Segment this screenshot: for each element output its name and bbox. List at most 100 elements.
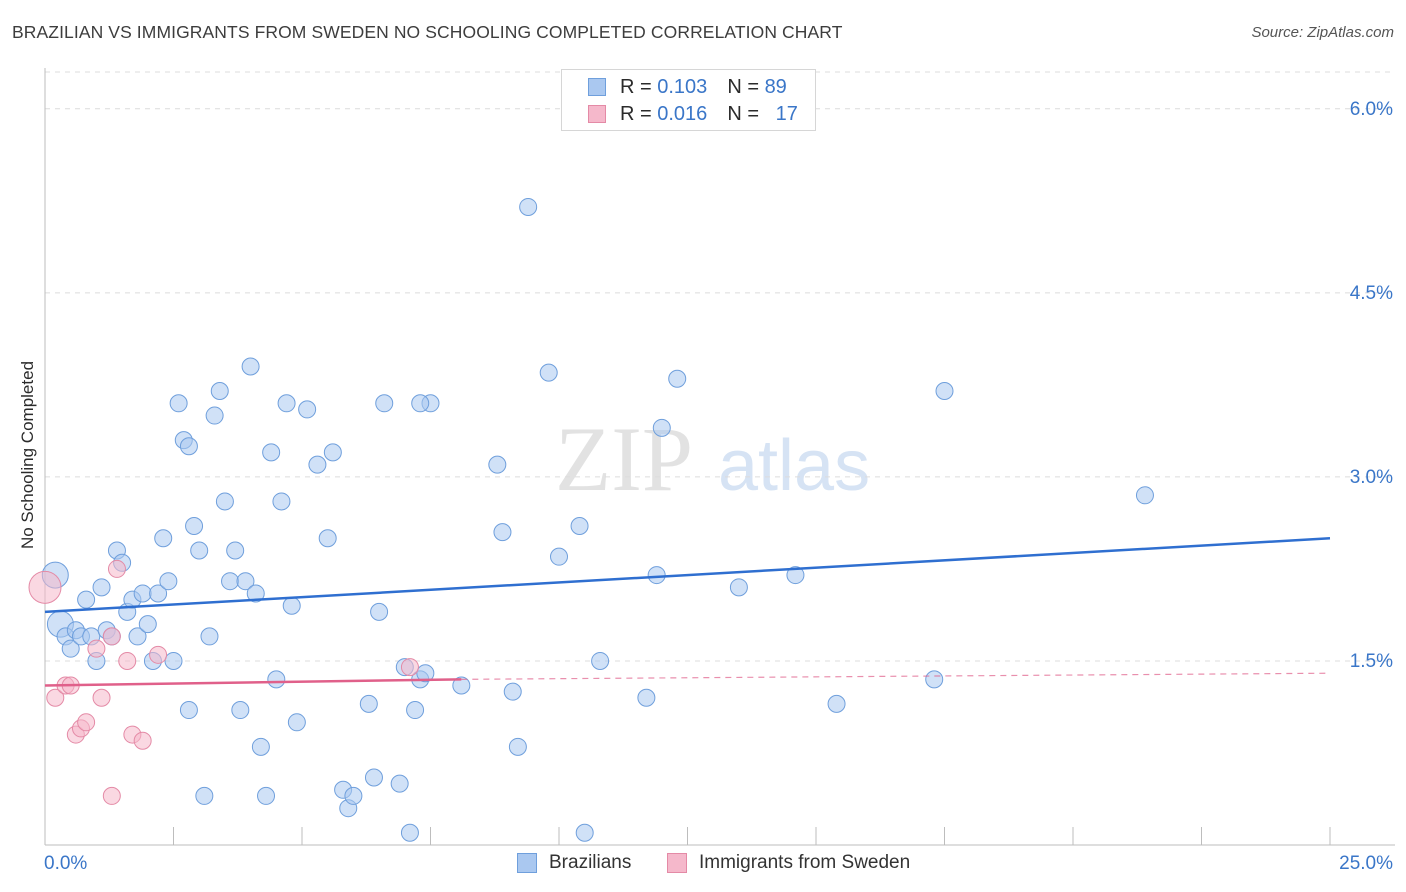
point-brazilians (323, 443, 342, 462)
point-sweden (118, 651, 137, 670)
legend-row-sweden: R = 0.016 N = 17 (588, 102, 798, 126)
point-brazilians (652, 418, 671, 437)
point-sweden (133, 731, 152, 750)
point-brazilians (935, 382, 954, 401)
y-tick-label: 6.0% (1350, 99, 1393, 120)
series-legend: Brazilians Immigrants from Sweden (0, 852, 1406, 878)
watermark-zip: ZIP (555, 408, 693, 510)
point-brazilians (236, 572, 255, 591)
point-brazilians (308, 455, 327, 474)
point-brazilians (77, 590, 96, 609)
point-brazilians (210, 382, 229, 401)
point-brazilians (827, 694, 846, 713)
point-sweden (102, 786, 121, 805)
point-brazilians (406, 701, 425, 720)
point-brazilians (287, 713, 306, 732)
legend-label-brazilians: Brazilians (549, 852, 632, 873)
point-brazilians (154, 529, 173, 548)
point-brazilians (262, 443, 281, 462)
point-brazilians (267, 670, 286, 689)
point-brazilians (519, 197, 538, 216)
point-brazilians (185, 516, 204, 535)
x-tick-labels: 0.0% 25.0% (44, 853, 1393, 874)
point-brazilians (164, 651, 183, 670)
point-brazilians (570, 516, 589, 535)
chart-title: BRAZILIAN VS IMMIGRANTS FROM SWEDEN NO S… (12, 22, 843, 42)
point-brazilians (133, 584, 152, 603)
point-brazilians (344, 786, 363, 805)
correlation-legend: R = 0.103 N = 89 R = 0.016 N = 17 (561, 69, 816, 131)
point-brazilians (190, 541, 209, 560)
point-brazilians (575, 823, 594, 842)
point-sweden (28, 570, 62, 604)
point-brazilians (257, 786, 276, 805)
point-sweden (400, 658, 419, 677)
point-brazilians (508, 737, 527, 756)
trend-line-sweden-extension (461, 672, 1331, 680)
point-brazilians (231, 701, 250, 720)
y-tick-labels: 1.5% 3.0% 4.5% 6.0% (1350, 99, 1393, 672)
point-sweden (107, 559, 126, 578)
point-sweden (149, 645, 168, 664)
point-brazilians (159, 572, 178, 591)
point-brazilians (241, 357, 260, 376)
point-brazilians (488, 455, 507, 474)
point-brazilians (925, 670, 944, 689)
legend-swatch-brazilians (588, 78, 606, 96)
point-sweden (87, 639, 106, 658)
legend-r-label: R = (620, 102, 652, 125)
y-tick-label: 1.5% (1350, 651, 1393, 672)
legend-item-sweden[interactable]: Immigrants from Sweden (667, 852, 910, 874)
point-brazilians (503, 682, 522, 701)
trend-lines (44, 537, 1331, 687)
y-axis-label: No Schooling Completed (18, 360, 37, 550)
point-brazilians (416, 664, 435, 683)
legend-n-value: 17 (775, 102, 798, 125)
legend-n-label: N = (727, 75, 759, 98)
point-brazilians (282, 596, 301, 615)
point-brazilians (452, 676, 471, 695)
x-tick-label-max: 25.0% (1339, 853, 1393, 874)
source-label: Source: ZipAtlas.com (1251, 24, 1394, 41)
axes (44, 68, 1395, 846)
point-brazilians (411, 394, 430, 413)
point-sweden (46, 688, 65, 707)
point-brazilians (169, 394, 188, 413)
point-brazilians (390, 774, 409, 793)
point-brazilians (591, 651, 610, 670)
y-tick-label: 3.0% (1350, 467, 1393, 488)
point-brazilians (138, 615, 157, 634)
point-brazilians (205, 406, 224, 425)
point-brazilians (215, 492, 234, 511)
legend-item-brazilians[interactable]: Brazilians (517, 852, 631, 874)
y-tick-label: 4.5% (1350, 283, 1393, 304)
point-brazilians (92, 578, 111, 597)
point-brazilians (668, 369, 687, 388)
point-brazilians (200, 627, 219, 646)
legend-r-value: 0.016 (657, 102, 708, 125)
point-brazilians (375, 394, 394, 413)
point-brazilians (729, 578, 748, 597)
point-sweden (92, 688, 111, 707)
point-brazilians (493, 523, 512, 542)
point-brazilians (364, 768, 383, 787)
legend-swatch-brazilians (517, 853, 537, 873)
point-brazilians (359, 694, 378, 713)
x-tick-label-min: 0.0% (44, 853, 87, 874)
point-brazilians (1135, 486, 1154, 505)
watermark-atlas: atlas (718, 426, 870, 506)
point-brazilians (195, 786, 214, 805)
legend-swatch-sweden (667, 853, 687, 873)
point-brazilians (179, 437, 198, 456)
legend-n-label: N = (727, 102, 759, 125)
point-brazilians (637, 688, 656, 707)
trend-line-brazilians (44, 537, 1331, 614)
legend-swatch-sweden (588, 105, 606, 123)
trend-line-sweden (44, 678, 462, 687)
legend-row-brazilians: R = 0.103 N = 89 (588, 75, 787, 99)
point-brazilians (226, 541, 245, 560)
legend-n-value: 89 (764, 75, 787, 98)
point-brazilians (400, 823, 419, 842)
data-points (28, 197, 1154, 842)
